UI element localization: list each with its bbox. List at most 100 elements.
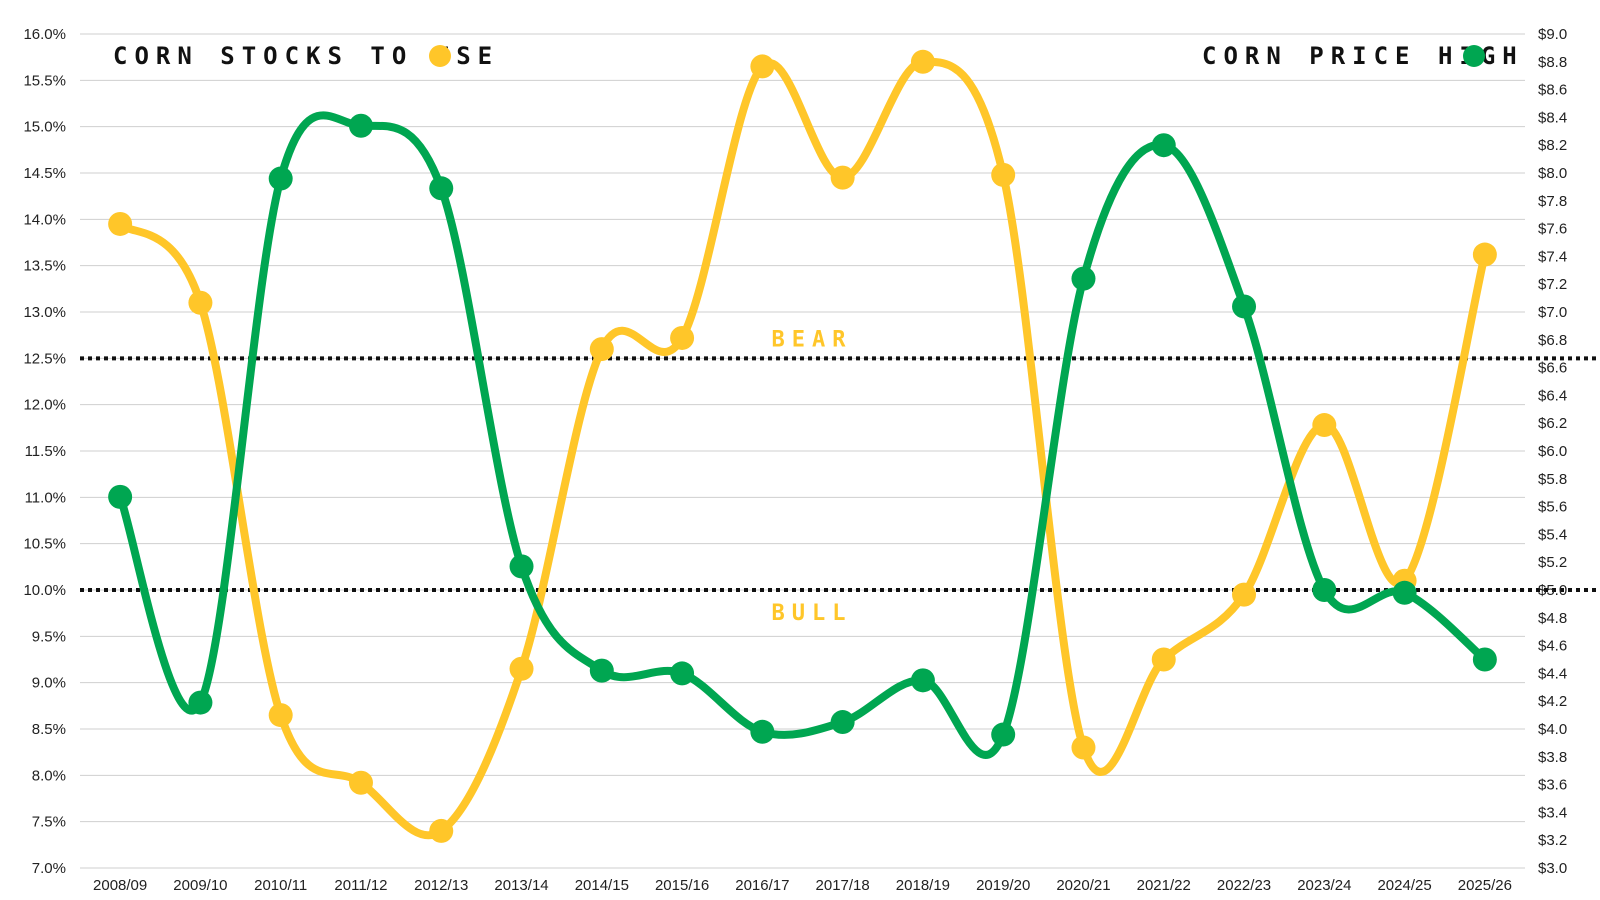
data-point-corn-stocks-to-use xyxy=(108,211,133,236)
right-tick-label: $7.4 xyxy=(1538,248,1567,265)
left-tick-label: 14.0% xyxy=(23,211,66,228)
left-tick-label: 12.0% xyxy=(23,397,66,414)
data-point-corn-stocks-to-use xyxy=(1151,647,1176,672)
data-point-corn-price-high xyxy=(1312,578,1337,602)
right-tick-label: $9.0 xyxy=(1538,26,1567,43)
series-layer xyxy=(108,49,1497,843)
zone-label-bear: BEAR xyxy=(772,327,853,352)
right-tick-label: $7.2 xyxy=(1538,276,1567,293)
left-tick-label: 7.0% xyxy=(32,860,66,877)
right-tick-label: $5.8 xyxy=(1538,471,1567,488)
right-tick-label: $3.6 xyxy=(1538,777,1567,794)
left-tick-label: 15.0% xyxy=(23,119,66,136)
x-tick-label: 2008/09 xyxy=(93,877,147,894)
right-tick-label: $3.2 xyxy=(1538,832,1567,849)
data-point-corn-price-high xyxy=(1232,294,1257,319)
data-point-corn-price-high xyxy=(910,668,935,693)
data-point-corn-price-high xyxy=(1151,133,1176,158)
data-point-corn-price-high xyxy=(1071,266,1096,291)
right-tick-label: $7.8 xyxy=(1538,193,1567,210)
x-tick-label: 2019/20 xyxy=(976,877,1030,894)
data-point-corn-stocks-to-use xyxy=(991,162,1016,187)
legend: CORN STOCKS TO USE CORN PRICE HIGH xyxy=(113,42,1517,70)
right-y-axis: $9.0 $8.8 $8.6 $8.4 $8.2 $8.0 $7.8 $7.6 $7.4 $7.2… xyxy=(1538,26,1567,877)
right-tick-label: $7.0 xyxy=(1538,304,1567,321)
x-tick-label: 2014/15 xyxy=(575,877,629,894)
data-point-corn-price-high xyxy=(1472,647,1497,672)
right-tick-label: $8.0 xyxy=(1538,165,1567,182)
left-tick-label: 13.0% xyxy=(23,304,66,321)
x-tick-label: 2020/21 xyxy=(1056,877,1110,894)
left-tick-label: 8.5% xyxy=(32,721,66,738)
left-tick-label: 10.5% xyxy=(23,536,66,553)
data-point-corn-stocks-to-use xyxy=(1232,582,1257,607)
right-tick-label: $5.2 xyxy=(1538,554,1567,571)
x-tick-label: 2018/19 xyxy=(896,877,950,894)
right-tick-label: $5.6 xyxy=(1538,499,1567,516)
right-tick-label: $7.6 xyxy=(1538,221,1567,238)
data-point-corn-price-high xyxy=(429,176,454,201)
x-tick-label: 2009/10 xyxy=(173,877,227,894)
x-tick-label: 2022/23 xyxy=(1217,877,1271,894)
right-tick-label: $5.4 xyxy=(1538,526,1567,543)
data-point-corn-stocks-to-use xyxy=(1071,735,1096,760)
left-tick-label: 10.0% xyxy=(23,582,66,599)
x-axis: 2008/09 2009/10 2010/11 2011/12 2012/13 2013/… xyxy=(93,877,1512,894)
legend-price-marker xyxy=(1463,45,1485,67)
x-tick-label: 2012/13 xyxy=(414,877,468,894)
reference-lines: BEAR BULL xyxy=(80,327,1600,626)
left-tick-label: 7.5% xyxy=(32,814,66,831)
right-tick-label: $8.8 xyxy=(1538,54,1567,71)
right-tick-label: $4.4 xyxy=(1538,665,1567,682)
right-tick-label: $8.4 xyxy=(1538,109,1567,126)
data-point-corn-stocks-to-use xyxy=(268,703,293,728)
data-point-corn-stocks-to-use xyxy=(509,656,534,681)
left-tick-label: 8.0% xyxy=(32,767,66,784)
x-tick-label: 2010/11 xyxy=(254,877,307,894)
left-tick-label: 11.5% xyxy=(25,443,66,460)
x-tick-label: 2025/26 xyxy=(1458,877,1512,894)
right-tick-label: $6.6 xyxy=(1538,360,1567,377)
x-tick-label: 2015/16 xyxy=(655,877,709,894)
right-tick-label: $3.0 xyxy=(1538,860,1567,877)
data-point-corn-price-high xyxy=(670,661,695,686)
data-point-corn-price-high xyxy=(188,690,213,715)
right-tick-label: $5.0 xyxy=(1538,582,1567,599)
data-point-corn-price-high xyxy=(750,719,775,744)
data-point-corn-stocks-to-use xyxy=(188,290,213,315)
x-tick-label: 2011/12 xyxy=(334,877,387,894)
left-tick-label: 14.5% xyxy=(23,165,66,182)
x-tick-label: 2016/17 xyxy=(735,877,789,894)
right-tick-label: $4.0 xyxy=(1538,721,1567,738)
right-tick-label: $6.8 xyxy=(1538,332,1567,349)
right-tick-label: $6.0 xyxy=(1538,443,1567,460)
data-point-corn-stocks-to-use xyxy=(429,818,454,843)
left-tick-label: 11.0% xyxy=(25,489,66,506)
x-tick-label: 2017/18 xyxy=(816,877,870,894)
grid-lines xyxy=(80,33,1525,869)
series-corn-stocks-to-use xyxy=(108,49,1497,843)
data-point-corn-price-high xyxy=(1392,580,1417,605)
data-point-corn-price-high xyxy=(268,166,293,191)
right-tick-label: $8.6 xyxy=(1538,82,1567,99)
data-point-corn-price-high xyxy=(108,484,133,509)
data-point-corn-stocks-to-use xyxy=(670,325,695,350)
x-tick-label: 2013/14 xyxy=(494,877,548,894)
data-point-corn-price-high xyxy=(509,554,534,579)
data-point-corn-stocks-to-use xyxy=(910,49,935,74)
data-point-corn-stocks-to-use xyxy=(348,770,373,795)
left-tick-label: 16.0% xyxy=(23,26,66,43)
data-point-corn-stocks-to-use xyxy=(589,337,614,362)
data-point-corn-price-high xyxy=(991,722,1016,747)
data-point-corn-stocks-to-use xyxy=(830,165,855,190)
x-tick-label: 2021/22 xyxy=(1137,877,1191,894)
data-point-corn-stocks-to-use xyxy=(750,54,775,79)
left-tick-label: 12.5% xyxy=(23,350,66,367)
data-point-corn-price-high xyxy=(589,658,614,683)
zone-label-bull: BULL xyxy=(772,601,853,626)
data-point-corn-price-high xyxy=(830,710,855,735)
legend-stocks-marker xyxy=(429,45,451,67)
right-tick-label: $6.4 xyxy=(1538,387,1567,404)
